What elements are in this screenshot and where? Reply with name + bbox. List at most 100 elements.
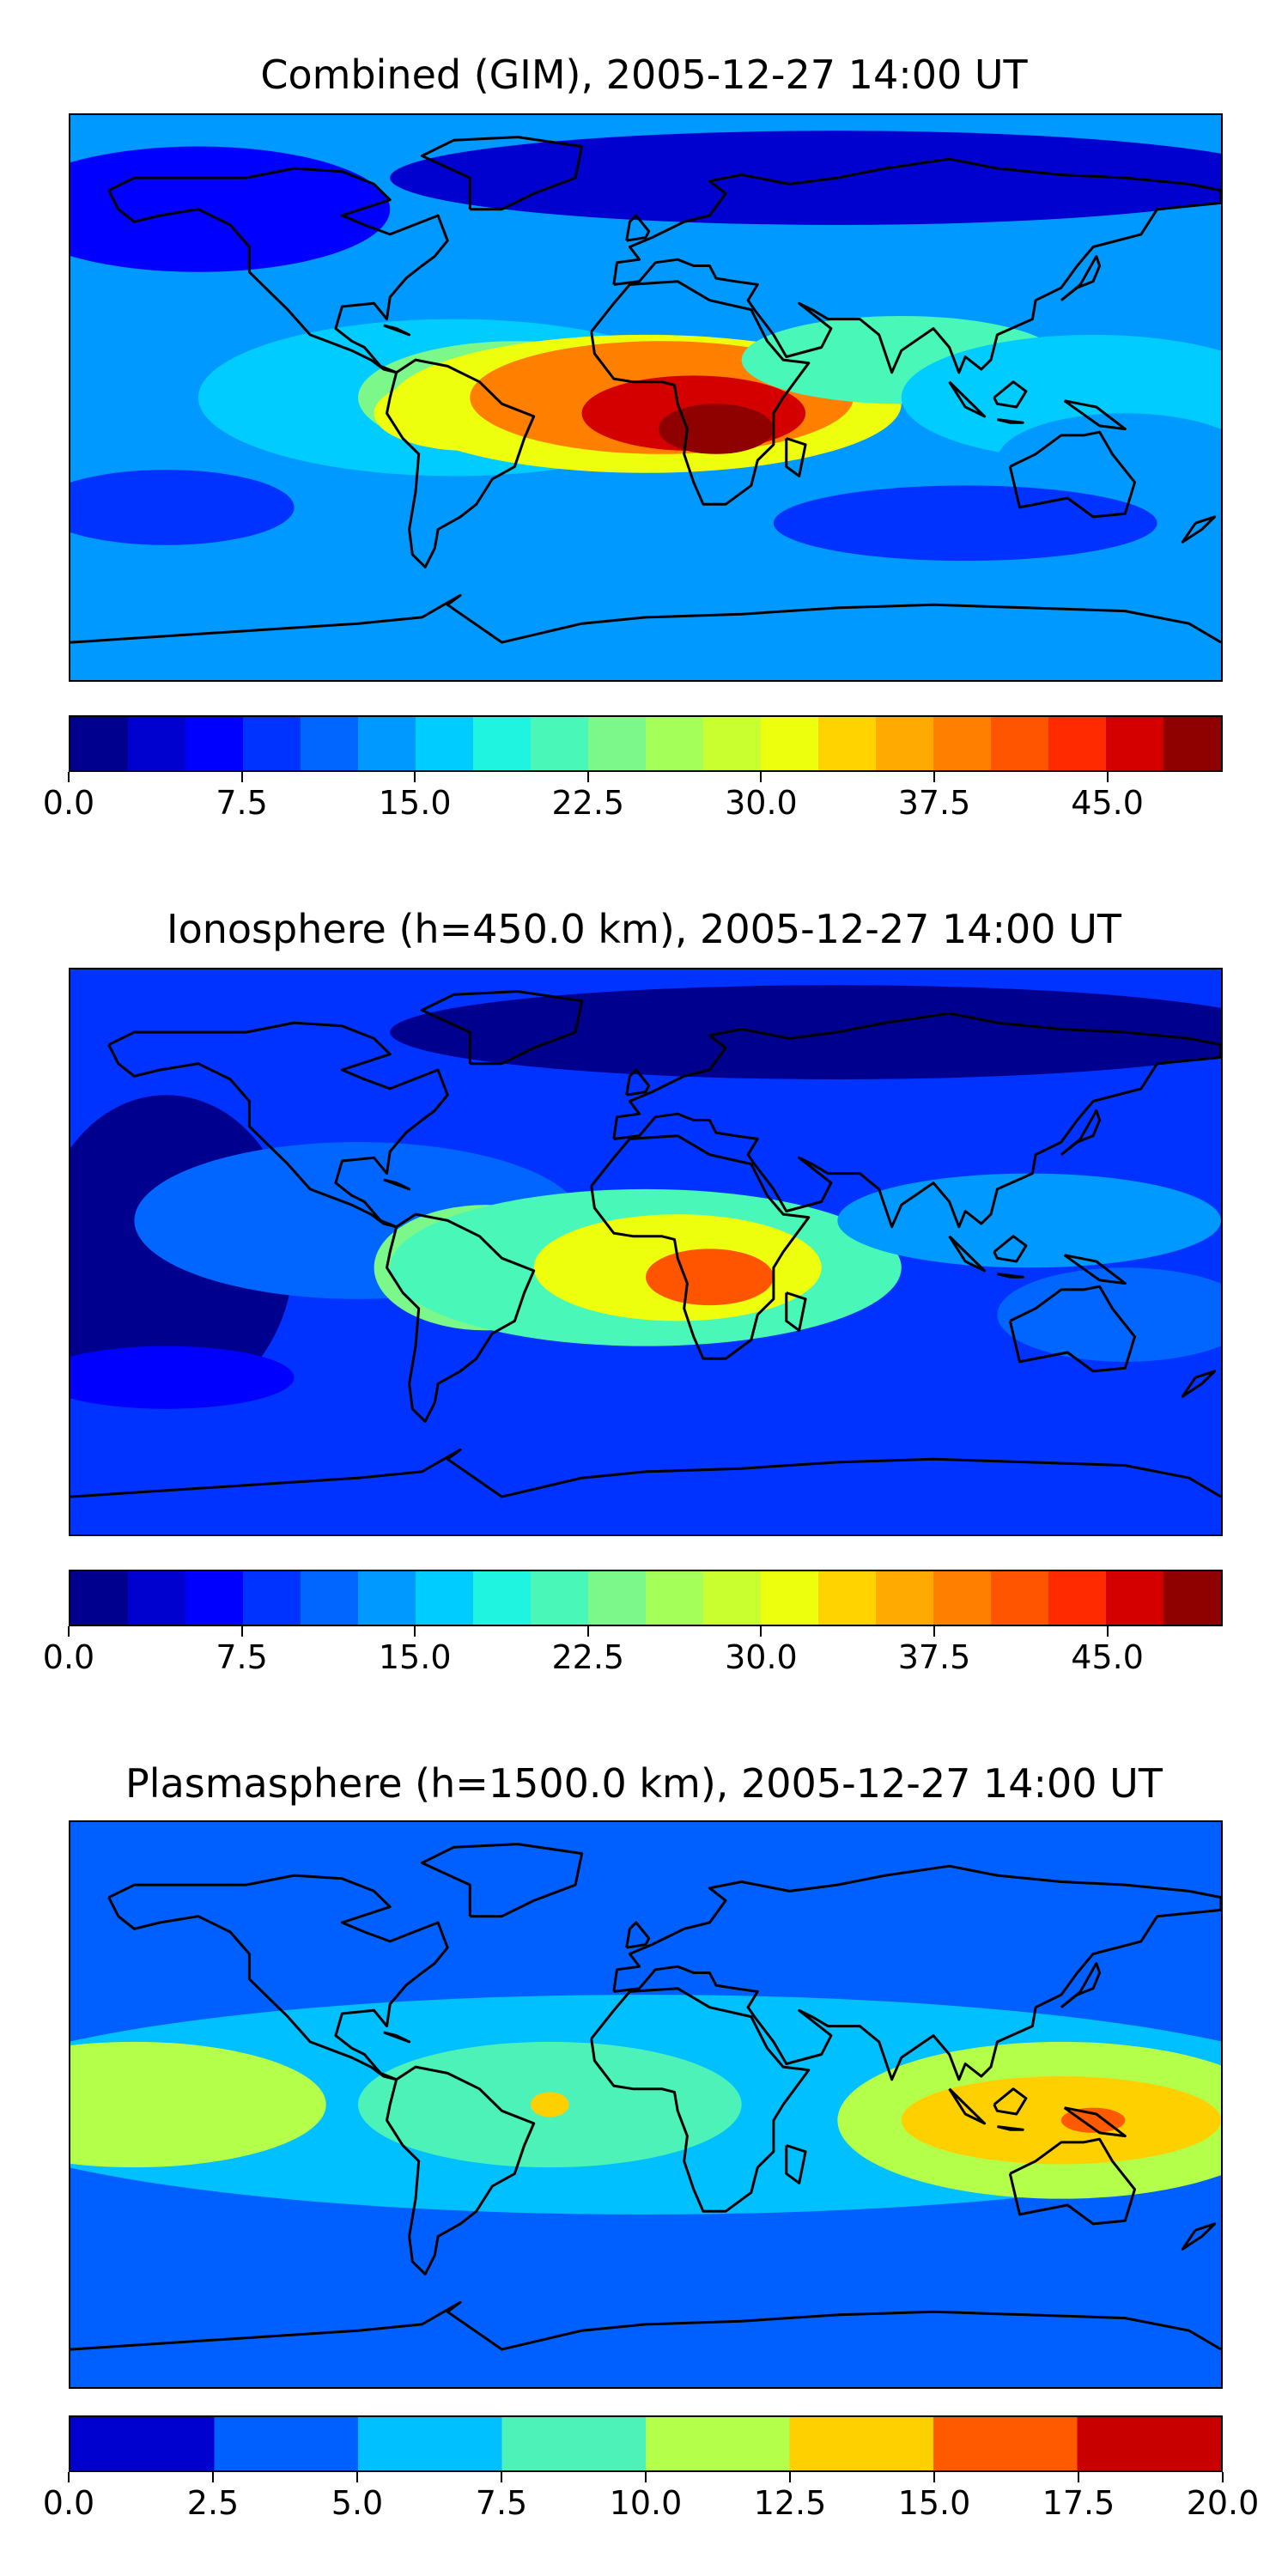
- coastline-14: [1181, 515, 1217, 544]
- tick-mark: [933, 1626, 935, 1637]
- chart-title: Plasmasphere (h=1500.0 km), 2005-12-27 1…: [125, 1760, 1163, 1807]
- coastline-1: [386, 1212, 536, 1423]
- tick-mark: [760, 1626, 762, 1637]
- tick-mark: [68, 772, 70, 782]
- coastline-14: [1181, 2222, 1217, 2251]
- colorbar-segment: [1106, 717, 1164, 770]
- colorbar-segment: [818, 717, 877, 770]
- contour-region-9: [658, 404, 774, 454]
- tick-label: 0.0: [42, 784, 95, 822]
- chart-title: Ionosphere (h=450.0 km), 2005-12-27 14:0…: [167, 906, 1121, 952]
- tick-mark: [501, 2472, 502, 2482]
- contour-region-3: [531, 2092, 569, 2117]
- coastline-4: [1008, 430, 1136, 519]
- colorbar-segment: [646, 2417, 790, 2470]
- colorbar-svg: [70, 2417, 1221, 2470]
- tick-mark: [933, 2472, 935, 2482]
- coastline-10: [1063, 399, 1127, 431]
- tick-mark: [212, 2472, 214, 2482]
- tick-label: 5.0: [331, 2484, 384, 2522]
- coastline-1: [386, 2065, 536, 2275]
- colorbar-segment: [818, 1571, 877, 1625]
- coastline-6: [420, 1843, 584, 1918]
- colorbar-segment: [1048, 717, 1107, 770]
- colorbar-svg: [70, 1571, 1221, 1625]
- contour-region-12: [997, 413, 1221, 507]
- tick-mark: [1222, 2472, 1224, 2482]
- coastline-3: [612, 157, 1221, 374]
- coastline-2: [590, 1987, 811, 2213]
- colorbar-segment: [358, 2417, 502, 2470]
- tick-label: 37.5: [897, 784, 971, 822]
- coastline-8: [997, 418, 1024, 424]
- colorbar-segment: [70, 2417, 215, 2470]
- tick-mark: [414, 1626, 416, 1637]
- tick-mark: [789, 2472, 791, 2482]
- tick-mark: [1078, 2472, 1079, 2482]
- colorbar-segment: [933, 2417, 1078, 2470]
- tick-label: 0.0: [42, 1638, 95, 1676]
- tick-mark: [586, 1626, 589, 1637]
- coastline-3: [612, 1864, 1221, 2081]
- colorbar-segment: [646, 1571, 704, 1625]
- coastline-3: [612, 1012, 1221, 1229]
- coastline-14: [1181, 1370, 1217, 1398]
- coastline-5: [70, 593, 1221, 644]
- tick-mark: [68, 2472, 70, 2482]
- colorbar-segment: [876, 1571, 934, 1625]
- contour-region-6: [1060, 2107, 1126, 2133]
- coastline-13: [625, 1921, 651, 1949]
- coastline-11: [1060, 1962, 1102, 2008]
- tick-label: 10.0: [609, 2484, 683, 2522]
- colorbar-segment: [789, 2417, 934, 2470]
- tick-mark: [68, 1626, 70, 1637]
- contour-region-8: [997, 1267, 1221, 1362]
- tick-label: 2.5: [186, 2484, 240, 2522]
- contour-region-1: [390, 131, 1221, 225]
- tick-label: 15.0: [378, 1638, 452, 1676]
- colorbar: [69, 1570, 1223, 1626]
- map-plot: [69, 113, 1223, 682]
- tick-label: 7.5: [475, 2484, 528, 2522]
- coastline-8: [997, 1273, 1024, 1279]
- contour-region-9: [70, 1346, 295, 1409]
- tick-label: 0.0: [42, 2484, 95, 2522]
- coastline-0: [107, 1021, 449, 1229]
- coastline-2: [590, 280, 811, 506]
- tick-label: 12.5: [753, 2484, 827, 2522]
- coastline-0: [107, 1874, 449, 2081]
- contour-region-13: [70, 470, 295, 545]
- coastline-7: [948, 2087, 987, 2125]
- tick-label: 15.0: [897, 2484, 971, 2522]
- coastline-5: [70, 2300, 1221, 2351]
- coastline-6: [420, 990, 584, 1066]
- tick-mark: [1106, 1626, 1109, 1637]
- colorbar-segment: [1077, 2417, 1221, 2470]
- colorbar-segment: [588, 717, 647, 770]
- tick-label: 20.0: [1186, 2484, 1260, 2522]
- tick-label: 45.0: [1071, 784, 1144, 822]
- colorbar-segment: [1163, 1571, 1221, 1625]
- tick-label: 7.5: [216, 1638, 268, 1676]
- colorbar-segment: [185, 1571, 244, 1625]
- colorbar-segment: [933, 1571, 992, 1625]
- colorbar-segment: [933, 717, 992, 770]
- tick-mark: [240, 1626, 243, 1637]
- map-plot: [69, 1820, 1223, 2389]
- coastline-15: [383, 2031, 411, 2044]
- colorbar-segment: [70, 1571, 129, 1625]
- contour-region-7: [837, 1173, 1221, 1268]
- colorbar-segment: [128, 717, 186, 770]
- colorbar-segment: [531, 1571, 589, 1625]
- tick-label: 22.5: [551, 784, 625, 822]
- map-plot: [69, 968, 1223, 1536]
- colorbar-segment: [646, 717, 704, 770]
- coastline-0: [107, 167, 449, 374]
- colorbar: [69, 715, 1223, 772]
- coastline-6: [420, 136, 584, 211]
- colorbar-segment: [243, 717, 301, 770]
- tick-mark: [933, 772, 935, 782]
- coastline-9: [993, 380, 1028, 409]
- contour-region-1: [390, 985, 1221, 1079]
- tick-mark: [586, 772, 589, 782]
